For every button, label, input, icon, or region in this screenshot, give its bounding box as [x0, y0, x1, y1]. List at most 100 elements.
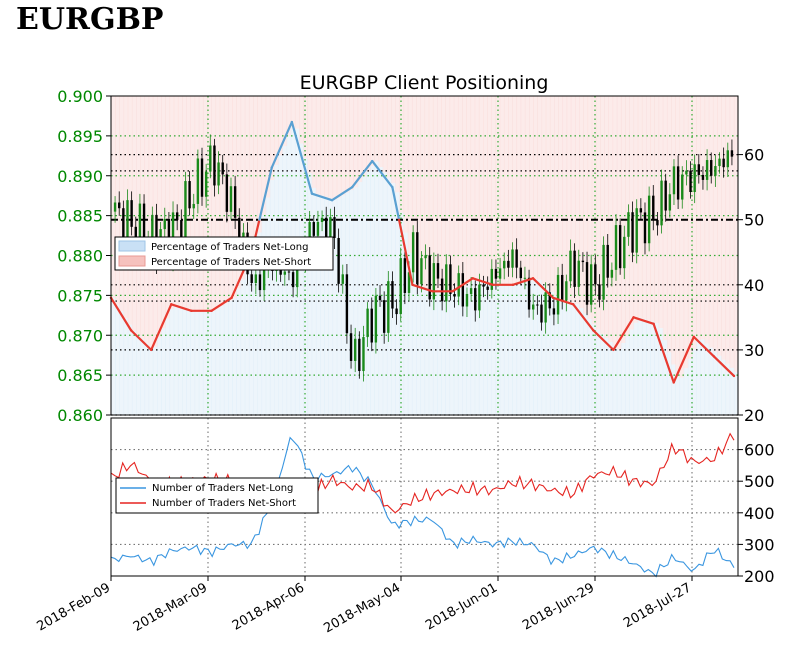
candle-body: [382, 300, 386, 333]
candle-body: [391, 281, 394, 309]
shade-net-long: [340, 195, 346, 415]
shade-net-short: [345, 96, 350, 193]
shade-net-short: [671, 96, 676, 365]
pct-point: [411, 283, 414, 286]
candle-body: [262, 268, 266, 291]
candle-body: [672, 166, 676, 195]
shade-net-short: [219, 96, 225, 306]
pct-line-segment: [210, 296, 233, 312]
candle-body: [523, 277, 527, 279]
shade-net-short: [491, 96, 497, 284]
shade-net-long: [591, 324, 597, 415]
candle-body: [714, 166, 717, 176]
shade-net-short: [462, 96, 467, 287]
shade-net-long: [549, 291, 555, 415]
shade-net-short: [570, 96, 576, 303]
shade-net-long: [662, 340, 668, 415]
candle-body: [627, 212, 630, 237]
shade-net-long: [261, 215, 267, 415]
pct-point: [451, 290, 454, 293]
shade-net-long: [537, 279, 543, 415]
shade-net-long: [424, 288, 430, 415]
shade-net-short: [407, 96, 413, 253]
candle-body: [204, 171, 208, 197]
candle-body: [511, 249, 514, 268]
shade-net-long: [202, 310, 208, 415]
count-tick-label: 400: [744, 504, 775, 523]
candle-body: [233, 186, 237, 218]
shade-net-long: [554, 295, 559, 415]
shade-net-long: [332, 199, 338, 415]
pct-point: [592, 329, 595, 332]
page-title: EURGBP: [16, 2, 164, 37]
shade-net-long: [428, 289, 434, 415]
pct-point: [149, 348, 153, 352]
shade-net-long: [274, 164, 279, 415]
candle-body: [573, 250, 576, 287]
shade-net-short: [282, 96, 288, 147]
top-panel: 0.900 0.895 0.890 0.885 0.880 0.875 0.870 0.865…: [57, 87, 764, 425]
shade-net-long: [169, 309, 175, 415]
legend-top: Percentage of Traders Net-Long Percentag…: [114, 236, 334, 271]
shade-net-short: [320, 96, 325, 196]
price-tick-label: 0.865: [57, 366, 103, 385]
shade-net-short: [119, 96, 125, 312]
shade-net-long: [533, 279, 538, 415]
shade-net-short: [169, 96, 175, 310]
shade-net-short: [349, 96, 355, 191]
pct-line-segment: [391, 186, 401, 221]
shade-net-long: [370, 165, 375, 415]
count-net-short-line: [110, 432, 735, 514]
shade-net-long: [516, 284, 522, 415]
candle-body: [643, 212, 647, 244]
shade-net-short: [416, 96, 421, 286]
shade-net-short: [537, 96, 543, 280]
shade-net-short: [683, 96, 689, 369]
shade-net-long: [437, 291, 442, 415]
legend-net-long-swatch: [118, 240, 146, 252]
pct-point: [170, 303, 173, 306]
pct-point: [531, 277, 535, 280]
shade-net-long: [228, 300, 233, 415]
shade-net-long: [478, 279, 484, 415]
candle-body: [618, 225, 622, 269]
candle-body: [676, 166, 680, 200]
shade-net-long: [182, 307, 187, 415]
shade-net-short: [725, 96, 731, 364]
candle-body: [320, 217, 324, 222]
shade-net-long: [570, 302, 576, 415]
shade-net-short: [148, 96, 154, 348]
shade-net-long: [470, 281, 476, 415]
x-tick-label: 2018-May-04: [321, 580, 403, 636]
shade-net-long: [449, 291, 455, 415]
shade-net-long: [620, 342, 626, 415]
pct-point: [391, 185, 394, 189]
shade-net-long: [733, 371, 739, 415]
candle-body: [229, 186, 233, 212]
shade-net-long: [625, 336, 630, 415]
shade-net-long: [646, 320, 651, 415]
shade-net-short: [173, 96, 179, 305]
shade-net-short: [700, 96, 706, 340]
count-tick-label: 300: [744, 535, 775, 554]
candle-body: [395, 308, 398, 315]
shade-net-short: [604, 96, 610, 338]
shade-net-short: [549, 96, 555, 292]
shade-net-long: [336, 198, 342, 415]
shade-net-short: [428, 96, 434, 290]
candle-body: [602, 244, 605, 300]
pct-point: [612, 348, 615, 352]
candle-body: [387, 281, 390, 333]
pct-point: [270, 166, 273, 169]
shade-net-short: [591, 96, 597, 325]
shade-net-short: [529, 96, 534, 281]
shade-net-short: [161, 96, 166, 329]
candle-body: [122, 208, 125, 239]
pct-point: [371, 159, 374, 163]
shade-net-long: [223, 303, 229, 415]
shade-net-short: [478, 96, 484, 280]
shade-net-short: [420, 96, 426, 287]
candle-body: [325, 217, 328, 246]
shade-net-short: [662, 96, 668, 341]
shade-net-short: [165, 96, 171, 319]
